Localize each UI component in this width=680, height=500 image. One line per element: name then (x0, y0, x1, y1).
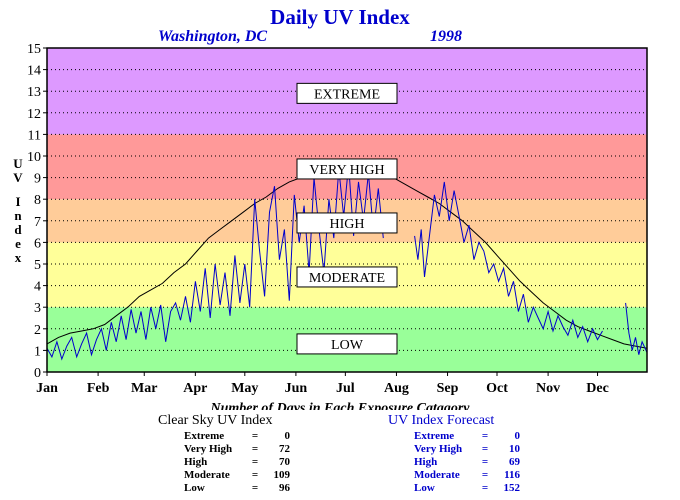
y-tick-label: 6 (34, 236, 41, 251)
clear-sky-stats: Clear Sky UV Index Extreme = 0 Very High… (158, 413, 290, 495)
band-label-box (296, 212, 398, 234)
y-tick-label: 4 (34, 280, 41, 295)
band-label-text: LOW (331, 338, 364, 353)
stats-row: Extreme = 0 (184, 430, 291, 442)
x-tick-label: Aug (384, 381, 409, 396)
stats-row: Very High = 72 (184, 443, 290, 455)
y-tick-label: 12 (27, 107, 41, 122)
y-tick-label: 13 (27, 85, 41, 100)
stats-row: Extreme = 0 (414, 430, 521, 442)
category-name: Low (184, 482, 205, 494)
band-label-text: EXTREME (314, 87, 380, 102)
y-tick-label: 11 (28, 128, 41, 143)
band-label-text: HIGH (330, 217, 365, 232)
stats-row: Moderate = 116 (414, 469, 520, 481)
band-label-box (296, 82, 398, 104)
band-label-box (296, 158, 398, 180)
band-label-extreme: EXTREME (296, 82, 398, 104)
stats-row: Very High = 10 (414, 443, 520, 455)
category-name: High (414, 456, 438, 468)
band-label-box (296, 333, 398, 355)
category-value: 152 (503, 482, 521, 494)
x-tick-label: Oct (486, 381, 508, 396)
y-tick-label: 14 (27, 64, 41, 79)
category-value: 70 (279, 456, 290, 468)
x-tick-label: Dec (586, 381, 609, 396)
category-value: 10 (509, 443, 520, 455)
band-label-text: VERY HIGH (309, 163, 384, 178)
category-name: High (184, 456, 208, 468)
band-labels: LOW MODERATE HIGH VERY HIGH EXTREME (296, 82, 398, 355)
category-name: Moderate (414, 469, 460, 481)
band-label-high: HIGH (296, 212, 398, 234)
category-value: 69 (509, 456, 520, 468)
y-tick-label: 9 (34, 172, 41, 187)
category-value: 116 (504, 469, 520, 481)
forecast-label: UV Index Forecast (388, 413, 495, 428)
x-tick-label: Jul (336, 381, 355, 396)
y-tick-label: 7 (34, 215, 41, 230)
band-label-moderate: MODERATE (296, 266, 398, 288)
stats-row: High = 69 (414, 456, 520, 468)
chart-title: Daily UV Index (270, 5, 410, 29)
y-tick-label: 0 (34, 366, 41, 381)
y-axis-label-letter: d (14, 222, 22, 237)
category-name: Low (414, 482, 435, 494)
y-tick-label: 8 (34, 193, 41, 208)
category-name: Extreme (414, 430, 455, 442)
forecast-line (414, 181, 603, 344)
category-name: Very High (184, 443, 233, 455)
footer-title: Number of Days in Each Exposure Catagory (209, 401, 470, 410)
category-value: 0 (514, 430, 521, 442)
gridlines (47, 69, 647, 351)
y-tick-label: 3 (34, 301, 41, 316)
x-tick-label: Nov (536, 381, 560, 396)
category-value: 96 (279, 482, 290, 494)
band-label-very-high: VERY HIGH (296, 158, 398, 180)
y-axis-label-letter: e (15, 236, 21, 251)
x-tick-label: Jun (285, 381, 308, 396)
category-value: 72 (279, 443, 290, 455)
category-value: 0 (284, 430, 291, 442)
category-name: Very High (414, 443, 463, 455)
y-tick-label: 2 (34, 323, 41, 338)
x-tick-label: Jan (36, 381, 58, 396)
band-label-text: MODERATE (309, 271, 385, 286)
forecast-line (625, 302, 648, 355)
stats-row: Low = 152 (414, 482, 521, 494)
x-tick-label: Sep (437, 381, 459, 396)
band-label-low: LOW (296, 333, 398, 355)
x-tick-label: Apr (183, 381, 207, 396)
forecast-stats: UV Index Forecast Extreme = 0 Very High … (388, 413, 520, 495)
y-axis-label-letter: V (13, 170, 23, 185)
y-tick-label: 15 (27, 42, 41, 57)
band-label-box (296, 266, 398, 288)
clear-sky-label: Clear Sky UV Index (158, 413, 273, 428)
x-tick-label: Feb (87, 381, 110, 396)
y-axis-label-letter: I (15, 194, 20, 209)
forecast-table: Extreme = 0 Very High = 10 High = 69 Mod… (414, 430, 520, 495)
x-tick-label: May (231, 381, 258, 396)
category-name: Moderate (184, 469, 230, 481)
x-tick-label: Mar (131, 381, 157, 396)
y-tick-label: 10 (27, 150, 41, 165)
y-axis-label-letter: n (14, 208, 22, 223)
y-axis-label-letter: x (15, 250, 22, 265)
chart-location: Washington, DC (158, 28, 267, 45)
y-tick-label: 1 (34, 344, 41, 359)
stats-row: Low = 96 (184, 482, 290, 494)
category-name: Extreme (184, 430, 225, 442)
stats-row: High = 70 (184, 456, 290, 468)
category-value: 109 (273, 469, 291, 481)
chart-year: 1998 (430, 28, 462, 45)
stats-row: Moderate = 109 (184, 469, 291, 481)
uv-chart: Daily UV Index Washington, DC 1998 LOW MO… (13, 5, 648, 410)
plot-frame (46, 47, 648, 373)
y-axis-label-letter: U (13, 156, 23, 171)
clear-sky-table: Extreme = 0 Very High = 72 High = 70 Mod… (184, 430, 290, 495)
y-tick-label: 5 (34, 258, 41, 273)
